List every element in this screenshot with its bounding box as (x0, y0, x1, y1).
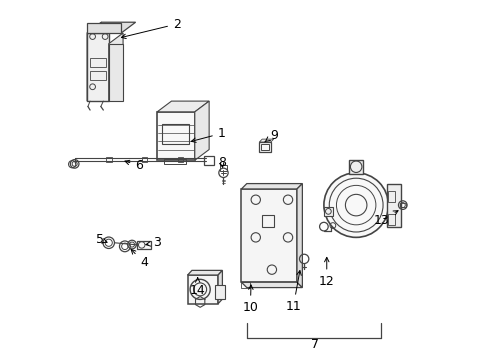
Bar (388, 191, 395, 202)
Text: 8: 8 (218, 156, 226, 169)
Bar (242, 282, 250, 288)
Text: 10: 10 (243, 285, 258, 314)
Bar (262, 215, 274, 226)
Bar (87, 23, 122, 33)
Bar (164, 159, 186, 164)
Text: 1: 1 (192, 127, 225, 142)
Bar (387, 184, 401, 226)
Text: 12: 12 (319, 257, 335, 288)
Bar (109, 44, 123, 101)
Polygon shape (242, 282, 302, 288)
Bar (177, 157, 183, 162)
Bar (87, 33, 109, 101)
Text: 4: 4 (131, 249, 148, 269)
Polygon shape (87, 22, 101, 101)
Polygon shape (297, 184, 302, 288)
Circle shape (324, 173, 389, 237)
Polygon shape (218, 270, 222, 304)
Text: 2: 2 (122, 18, 181, 39)
Polygon shape (188, 270, 222, 275)
Polygon shape (195, 101, 209, 160)
Bar (90, 58, 106, 67)
Bar (188, 275, 218, 304)
Text: 9: 9 (265, 129, 278, 142)
Polygon shape (242, 184, 302, 189)
Polygon shape (109, 33, 123, 101)
Bar (400, 203, 406, 207)
Polygon shape (87, 22, 136, 33)
Bar (324, 207, 333, 216)
Text: 7: 7 (311, 338, 319, 351)
Bar (262, 144, 269, 150)
Text: 14: 14 (190, 278, 205, 297)
Bar (162, 125, 189, 144)
Bar (137, 241, 151, 249)
Text: 3: 3 (146, 236, 161, 249)
Text: 6: 6 (125, 159, 143, 172)
Bar (106, 157, 112, 162)
Bar (204, 156, 214, 165)
Bar (142, 157, 147, 162)
Polygon shape (157, 101, 209, 112)
Text: 13: 13 (374, 211, 398, 227)
Bar (215, 285, 225, 299)
Bar (90, 71, 106, 80)
Text: 5: 5 (96, 233, 107, 246)
Bar (242, 189, 297, 282)
Bar (259, 142, 271, 152)
Text: 11: 11 (286, 271, 301, 313)
Bar (220, 165, 227, 171)
Polygon shape (259, 139, 274, 142)
Bar (157, 112, 195, 160)
Bar (388, 214, 395, 225)
Bar (349, 160, 364, 174)
